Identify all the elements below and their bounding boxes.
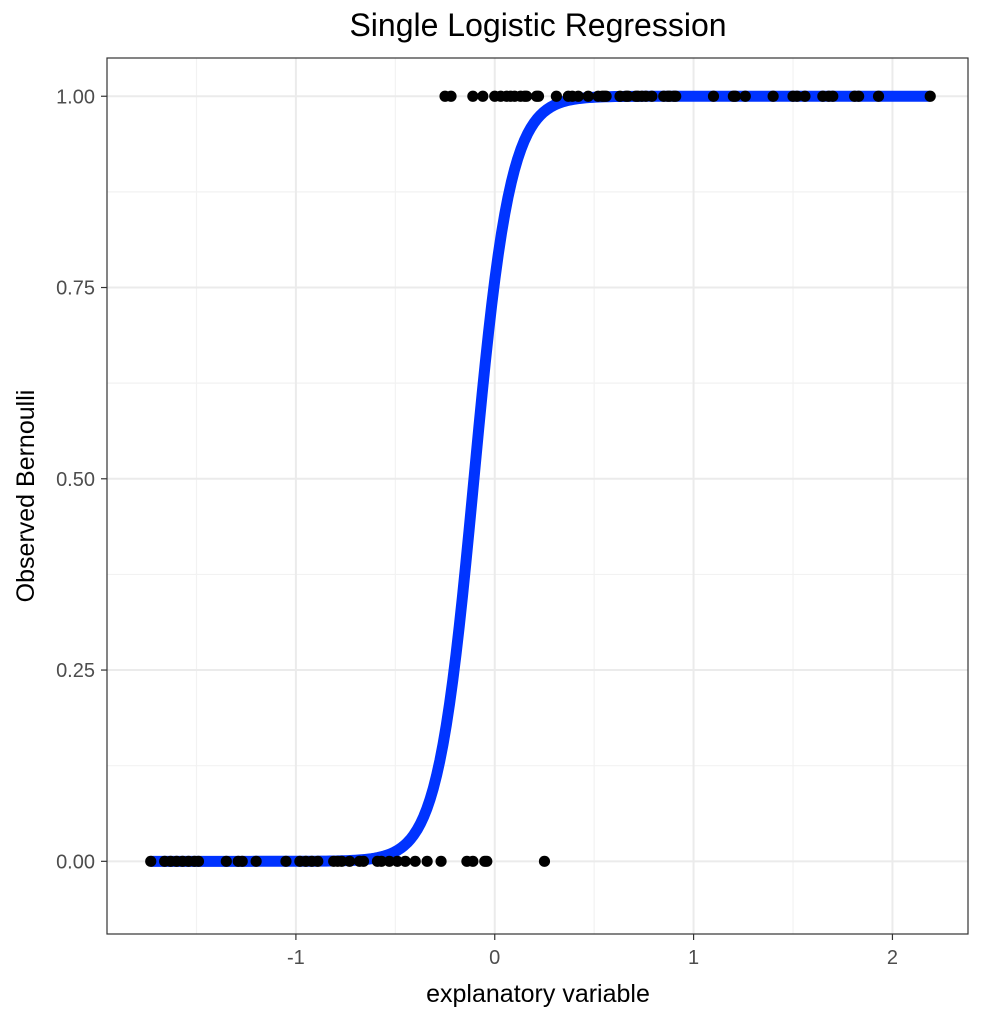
data-point [767, 90, 779, 102]
y-axis-title: Observed Bernoulli [12, 390, 40, 603]
points-layer [145, 90, 936, 867]
x-tick-label: 1 [688, 947, 699, 969]
data-point [622, 90, 634, 102]
data-point [280, 855, 292, 867]
x-tick-label: 2 [887, 947, 898, 969]
x-axis-title: explanatory variable [426, 980, 650, 1008]
data-point [421, 855, 433, 867]
data-point [192, 855, 205, 867]
data-point [729, 90, 741, 102]
y-tick-label: 0.25 [56, 660, 95, 682]
data-point [646, 90, 658, 102]
data-point [670, 90, 682, 102]
data-point [600, 90, 612, 102]
data-point [538, 855, 551, 867]
data-point [467, 855, 479, 867]
data-point [357, 855, 370, 867]
data-point [572, 90, 584, 102]
data-point [924, 90, 936, 102]
data-point [145, 855, 157, 867]
data-point [435, 855, 447, 867]
data-point [481, 855, 493, 867]
data-point [220, 855, 232, 867]
data-point [477, 90, 489, 102]
data-point [582, 90, 594, 102]
data-point [872, 90, 885, 102]
data-point [383, 855, 395, 867]
y-tick-label: 0.00 [56, 851, 95, 873]
data-point [739, 90, 751, 102]
data-point [799, 90, 811, 102]
x-tick-label: -1 [287, 947, 305, 969]
data-point [236, 855, 248, 867]
y-tick-label: 1.00 [56, 86, 95, 108]
data-point [312, 855, 324, 867]
y-tick-label: 0.75 [56, 278, 95, 300]
data-point [532, 90, 545, 102]
grid-layer [107, 58, 968, 934]
data-point [409, 855, 421, 867]
data-point [467, 90, 479, 102]
y-tick-label: 0.50 [56, 469, 95, 491]
data-point [250, 855, 262, 867]
x-tick-label: 0 [489, 947, 500, 969]
chart-title: Single Logistic Regression [349, 7, 726, 43]
data-point [399, 855, 411, 867]
data-point [791, 90, 803, 102]
data-point [520, 90, 533, 102]
data-point [550, 90, 562, 102]
data-point [391, 855, 403, 867]
data-point [853, 90, 865, 102]
data-point [445, 90, 457, 102]
axis-layer: -1 0 1 2 0.00 0.25 0.50 0.75 1.00 [56, 86, 898, 969]
data-point [707, 90, 720, 102]
data-point [336, 855, 348, 867]
data-point [343, 855, 356, 867]
data-point [375, 855, 388, 867]
data-point [827, 90, 839, 102]
panel-border [106, 57, 969, 935]
